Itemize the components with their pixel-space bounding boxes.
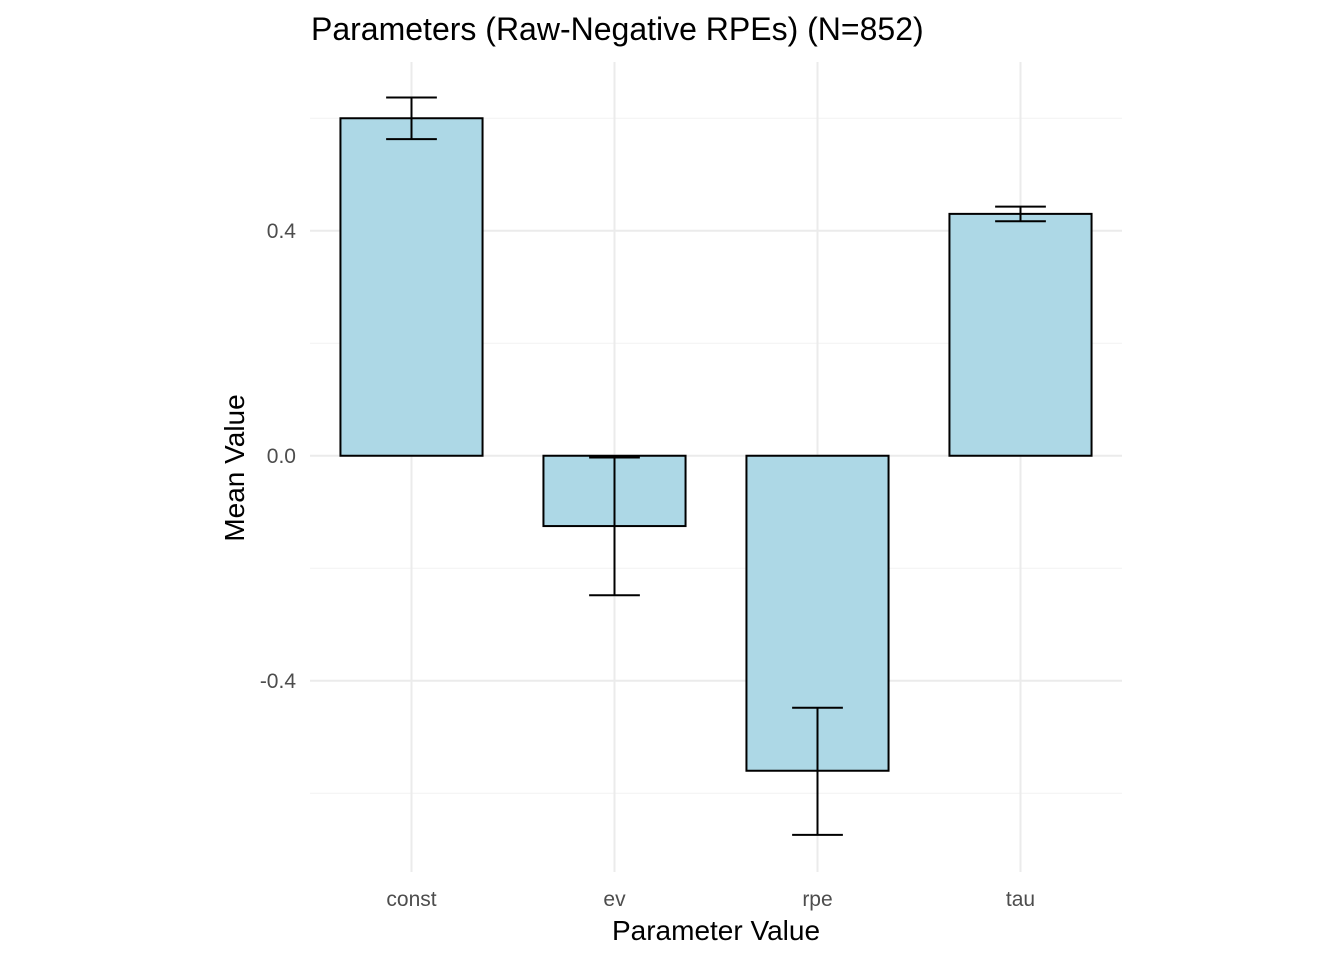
bar-tau [948, 212, 1093, 457]
error-bar-rpe [792, 706, 843, 836]
bar-const [339, 117, 484, 457]
x-tick-label: const [386, 888, 436, 911]
error-bars [386, 96, 1046, 836]
x-tick-label: ev [603, 888, 626, 911]
y-axis-ticks: -0.4 0.0 0.4 [260, 220, 297, 693]
error-bar-const [386, 96, 437, 141]
error-bar-ev [589, 456, 640, 597]
y-axis-title: Mean Value [219, 394, 250, 541]
x-tick-label: rpe [802, 888, 832, 911]
chart-title: Parameters (Raw-Negative RPEs) (N=852) [311, 11, 924, 47]
bars [339, 117, 1093, 772]
y-tick-label: 0.4 [267, 220, 297, 243]
y-tick-label: -0.4 [260, 670, 297, 693]
error-bar-tau [995, 205, 1046, 223]
x-tick-label: tau [1006, 888, 1035, 911]
y-tick-label: 0.0 [267, 445, 296, 468]
x-axis-ticks: const ev rpe tau [386, 888, 1035, 911]
x-axis-title: Parameter Value [612, 915, 820, 946]
